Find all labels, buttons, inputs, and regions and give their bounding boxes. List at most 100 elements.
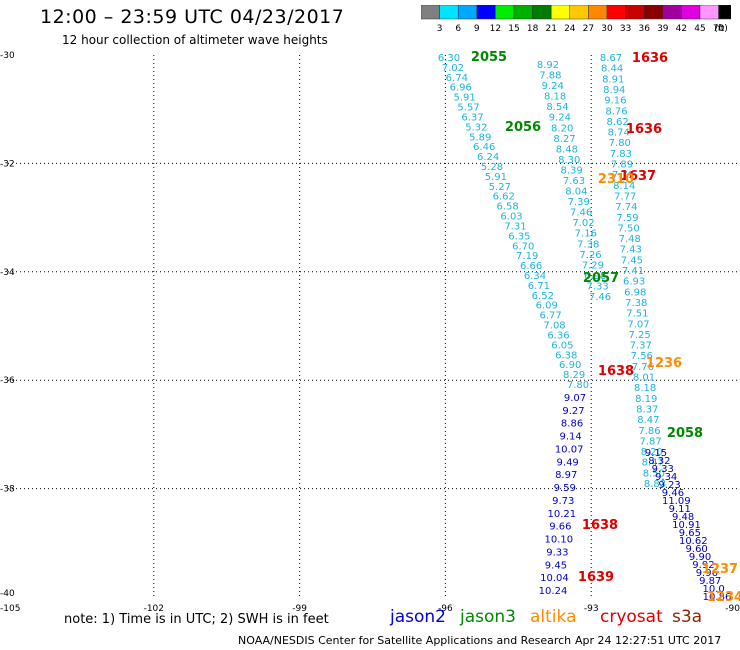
track-jason3-swh: 7.08: [543, 321, 565, 332]
colorbar-tick-label: 36: [638, 24, 650, 34]
colorbar-tick-label: 39: [657, 24, 669, 34]
track-jason3-swh: 7.59: [616, 213, 638, 224]
lat-tick-label: -36: [0, 376, 15, 386]
track-jason3-swh: 8.48: [556, 144, 578, 155]
track-jason2-swh: 10.07: [555, 444, 584, 455]
track-jason3-swh: 8.39: [561, 165, 583, 176]
lon-tick-label: -96: [438, 604, 453, 612]
colorbar-tick-label: 24: [564, 24, 576, 34]
track-time-label: 1234: [707, 590, 740, 605]
track-jason3-swh: 7.77: [614, 191, 636, 202]
lon-tick-label: -99: [292, 604, 307, 612]
track-jason3-swh: 7.51: [626, 309, 648, 320]
track-jason3-swh: 7.87: [639, 436, 661, 447]
colorbar-tick-label: 18: [527, 24, 539, 34]
track-jason2-swh: 9.34: [655, 472, 677, 483]
track-jason3-swh: 6.58: [497, 202, 519, 213]
page-subtitle: 12 hour collection of altimeter wave hei…: [62, 33, 328, 47]
track-jason3-swh: 6.35: [508, 231, 530, 242]
track-jason3-swh: 6.05: [551, 340, 573, 351]
track-jason2-swh: 9.90: [689, 552, 711, 563]
satellite-legend-altika: altika: [530, 607, 577, 627]
track-jason3-swh: 8.47: [637, 415, 659, 426]
track-jason3-swh: 7.83: [610, 149, 632, 160]
track-jason3-swh: 7.25: [628, 330, 650, 341]
track-jason3-swh: 8.14: [613, 181, 635, 192]
track-jason2-swh: 9.23: [658, 480, 680, 491]
track-jason3-swh: 5.91: [485, 172, 507, 183]
track-jason3-swh: 5.89: [469, 132, 491, 143]
track-jason3-swh: 8.27: [553, 134, 575, 145]
track-jason2-swh: 10.24: [539, 586, 568, 597]
track-jason2-swh: 9.14: [559, 432, 581, 443]
track-jason3-swh: 9.24: [549, 113, 571, 124]
track-jason2-swh: 9.66: [549, 522, 571, 533]
lat-tick-label: -40: [0, 589, 15, 599]
track-jason3-swh: 6.66: [520, 261, 542, 272]
track-time-label: 1637: [620, 169, 656, 184]
track-jason3-swh: 7.16: [575, 229, 597, 240]
track-jason2-swh: 10.04: [540, 573, 569, 584]
track-time-label: 2055: [471, 50, 507, 65]
lon-tick-label: -102: [144, 604, 164, 612]
colorbar-tick-label: 45: [694, 24, 705, 34]
colorbar-tick-label: 21: [545, 24, 556, 34]
track-jason2-swh: 8.97: [555, 470, 577, 481]
track-jason2-swh: 10.10: [545, 535, 574, 546]
track-jason3-swh: 5.32: [465, 122, 487, 133]
track-jason3-swh: 8.94: [603, 85, 625, 96]
track-jason2-swh: 8.32: [648, 456, 670, 467]
track-jason2-swh: 9.33: [652, 464, 674, 475]
track-jason3-swh: 6.24: [477, 152, 499, 163]
track-jason3-swh: 7.46: [570, 208, 592, 219]
track-jason3-swh: 8.20: [551, 123, 573, 134]
track-jason3-swh: 8.19: [635, 394, 657, 405]
track-time-label: 2058: [667, 426, 703, 441]
track-jason2-swh: 8.86: [561, 419, 583, 430]
track-jason3-swh: 8.30: [558, 155, 580, 166]
track-jason3-swh: 6.03: [500, 212, 522, 223]
lat-tick-label: -34: [0, 268, 15, 278]
track-jason3-swh: 8.04: [565, 187, 587, 198]
track-jason2-swh: 11.09: [662, 496, 691, 507]
lon-tick-label: -105: [0, 604, 20, 612]
track-jason3-swh: 7.80: [567, 380, 589, 391]
colorbar-tick-label: 30: [601, 24, 613, 34]
track-jason3-swh: 7.89: [611, 160, 633, 171]
track-jason3-swh: 6.38: [555, 350, 577, 361]
track-jason3-swh: 7.48: [619, 234, 641, 245]
track-jason2-swh: 9.45: [545, 560, 567, 571]
track-jason3-swh: 6.30: [438, 53, 460, 64]
track-jason3-swh: 9.24: [542, 81, 564, 92]
track-jason2-swh: 9.60: [686, 544, 708, 555]
page-title: 12:00 – 23:59 UTC 04/23/2017: [40, 6, 345, 28]
track-jason3-swh: 8.47: [642, 458, 664, 469]
track-jason3-swh: 5.28: [481, 162, 503, 173]
track-time-label: 2057: [583, 271, 619, 286]
track-jason3-swh: 8.92: [537, 60, 559, 71]
track-time-label: 1636: [632, 51, 668, 66]
track-jason3-swh: 8.76: [605, 106, 627, 117]
satellite-legend-jason3: jason3: [460, 607, 516, 627]
track-jason2-swh: 9.07: [564, 393, 586, 404]
track-jason3-swh: 5.91: [454, 93, 476, 104]
track-jason3-swh: 8.37: [636, 404, 658, 415]
track-jason3-swh: 6.74: [446, 73, 468, 84]
track-jason3-swh: 7.76: [632, 362, 654, 373]
track-jason3-swh: 8.18: [544, 92, 566, 103]
track-time-label: 1638: [582, 518, 618, 533]
satellite-legend-s3a: s3a: [672, 607, 703, 627]
track-jason2-swh: 9.96: [696, 568, 718, 579]
track-jason2-swh: 9.33: [546, 547, 568, 558]
track-jason3-swh: 7.33: [587, 281, 609, 292]
track-jason3-swh: 7.29: [582, 260, 604, 271]
track-jason3-swh: 5.57: [457, 103, 479, 114]
track-jason3-swh: 6.98: [584, 271, 606, 282]
lat-tick-label: -38: [0, 485, 15, 495]
track-jason3-swh: 7.39: [568, 197, 590, 208]
track-time-label: 1638: [598, 364, 634, 379]
track-jason2-swh: 9.27: [562, 406, 584, 417]
track-jason3-swh: 7.07: [627, 319, 649, 330]
track-jason3-swh: 6.09: [536, 301, 558, 312]
track-jason3-swh: 8.62: [606, 117, 628, 128]
